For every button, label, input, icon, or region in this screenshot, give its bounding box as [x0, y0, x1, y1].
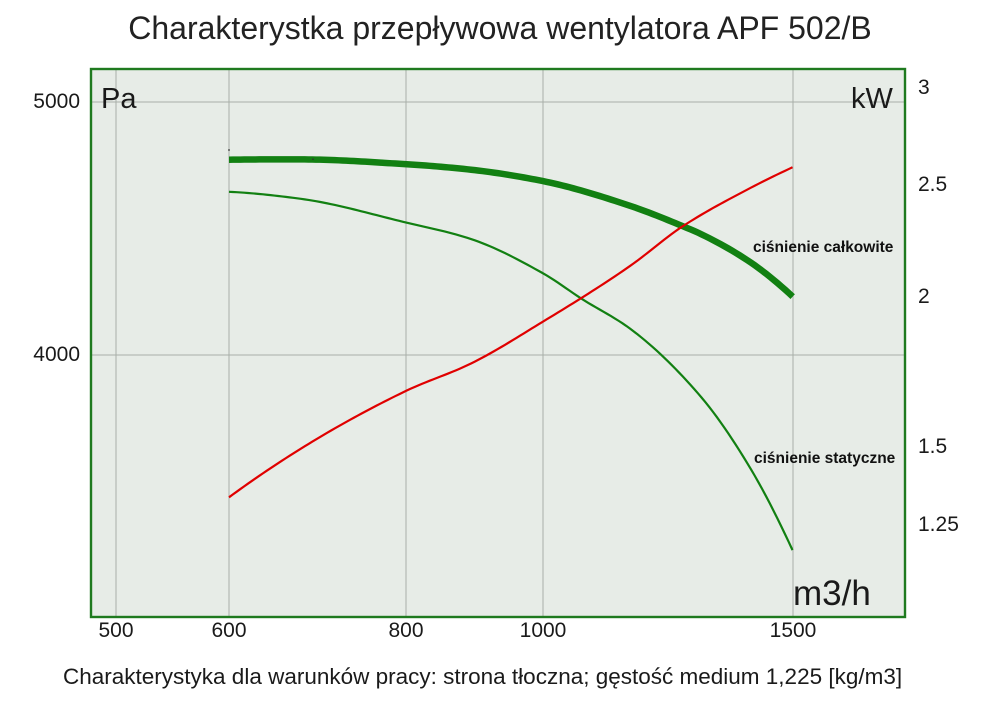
- svg-text:2.5: 2.5: [918, 173, 947, 196]
- svg-text:800: 800: [388, 619, 423, 642]
- svg-text:ciśnienie całkowite: ciśnienie całkowite: [753, 239, 894, 256]
- svg-text:m3/h: m3/h: [793, 574, 871, 613]
- svg-text:1500: 1500: [770, 619, 817, 642]
- svg-text:3: 3: [918, 76, 930, 99]
- svg-text:2: 2: [918, 285, 930, 308]
- svg-text:ciśnienie statyczne: ciśnienie statyczne: [754, 450, 896, 467]
- svg-text:kW: kW: [851, 83, 894, 115]
- svg-text:1.5: 1.5: [918, 435, 947, 458]
- svg-text:Charakterystyka dla warunków p: Charakterystyka dla warunków pracy: stro…: [63, 664, 902, 689]
- svg-text:600: 600: [211, 619, 246, 642]
- svg-text:5000: 5000: [33, 90, 80, 113]
- svg-text:1.25: 1.25: [918, 513, 959, 536]
- svg-text:Charakterystka przepływowa wen: Charakterystka przepływowa wentylatora A…: [128, 10, 871, 46]
- svg-text:500: 500: [98, 619, 133, 642]
- svg-text:4000: 4000: [33, 343, 80, 366]
- svg-text:Pa: Pa: [101, 83, 137, 115]
- svg-text:1000: 1000: [520, 619, 567, 642]
